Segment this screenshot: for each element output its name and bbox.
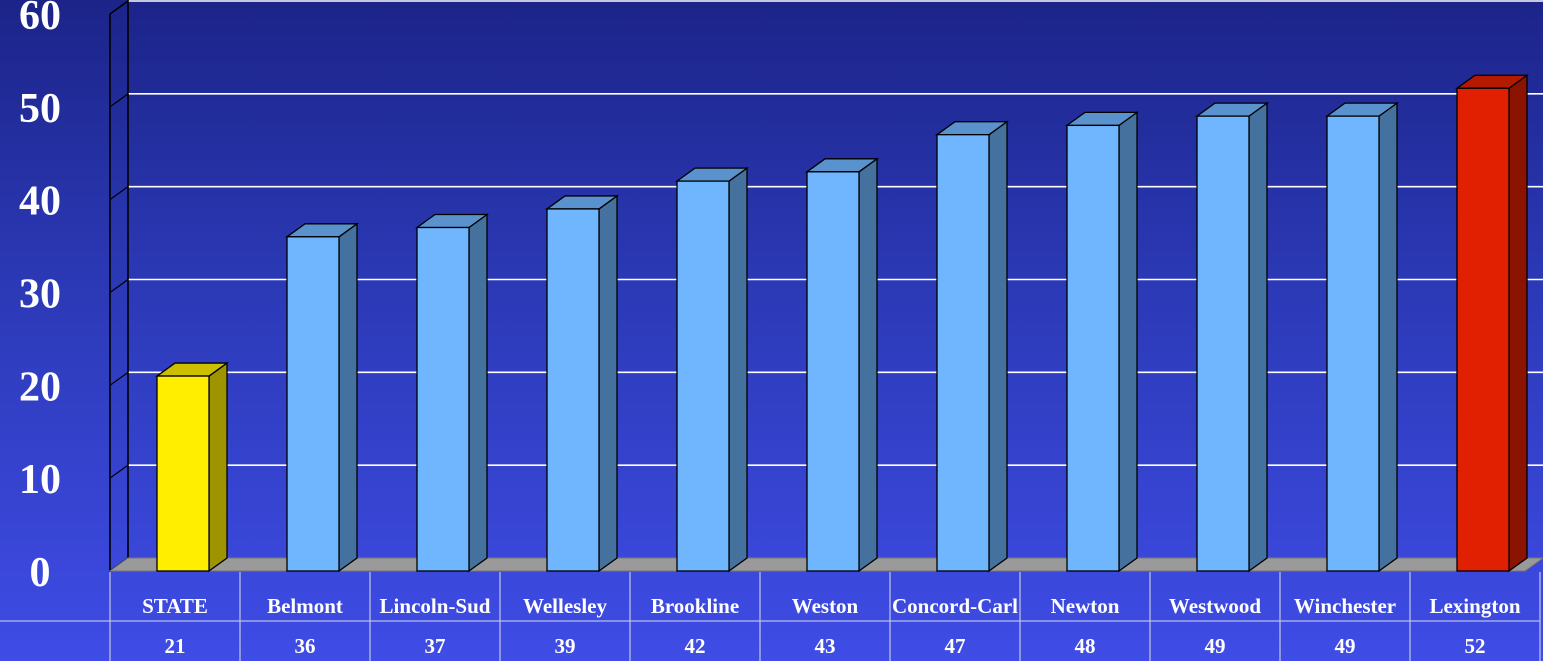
bar (414, 213, 490, 573)
gridline-depth (109, 93, 129, 108)
value-label: 37 (425, 634, 446, 658)
category-label: Westwood (1169, 594, 1261, 618)
value-label: 48 (1075, 634, 1096, 658)
category-label: Lexington (1429, 594, 1520, 618)
y-tick-label: 0 (30, 550, 51, 596)
value-label: 47 (945, 634, 966, 658)
category-label: Wellesley (523, 594, 607, 618)
category-label: Lincoln-Sud (380, 594, 491, 618)
gridline-depth (109, 186, 129, 201)
gridline-depth (109, 371, 129, 386)
category-label: Winchester (1294, 594, 1396, 618)
category-label: Brookline (651, 594, 739, 618)
value-label: 36 (295, 634, 316, 658)
bar (1324, 101, 1400, 573)
bars (154, 73, 1530, 573)
value-label: 39 (555, 634, 576, 658)
y-axis-ticks: 0 10 20 30 40 50 60 (19, 0, 61, 596)
y-tick-label: 60 (19, 0, 61, 39)
bar (1194, 101, 1270, 573)
bar (1454, 73, 1530, 573)
y-tick-label: 30 (19, 272, 61, 318)
value-label: 42 (685, 634, 706, 658)
y-tick-label: 20 (19, 364, 61, 410)
category-label: Newton (1051, 594, 1120, 618)
bar (804, 157, 880, 573)
value-label: 52 (1465, 634, 1486, 658)
category-label: Concord-Carl (892, 594, 1018, 618)
y-tick-label: 40 (19, 179, 61, 225)
bar (1064, 111, 1140, 573)
value-label: 43 (815, 634, 836, 658)
category-label: Belmont (267, 594, 343, 618)
value-label: 49 (1205, 634, 1226, 658)
bar (934, 120, 1010, 573)
bar (674, 166, 750, 573)
bar (154, 361, 230, 573)
y-tick-label: 50 (19, 86, 61, 132)
value-label: 49 (1335, 634, 1356, 658)
gridline-depth (109, 464, 129, 479)
y-tick-label: 10 (19, 457, 61, 503)
category-label: STATE (142, 594, 208, 618)
data-table: STATE 21 Belmont 36 Lincoln-Sud 37 Wellesley 39… (0, 572, 1541, 661)
bar (544, 194, 620, 573)
category-label: Weston (792, 594, 859, 618)
value-label: 21 (165, 634, 186, 658)
bar (284, 222, 360, 573)
gridline-depth (109, 279, 129, 293)
